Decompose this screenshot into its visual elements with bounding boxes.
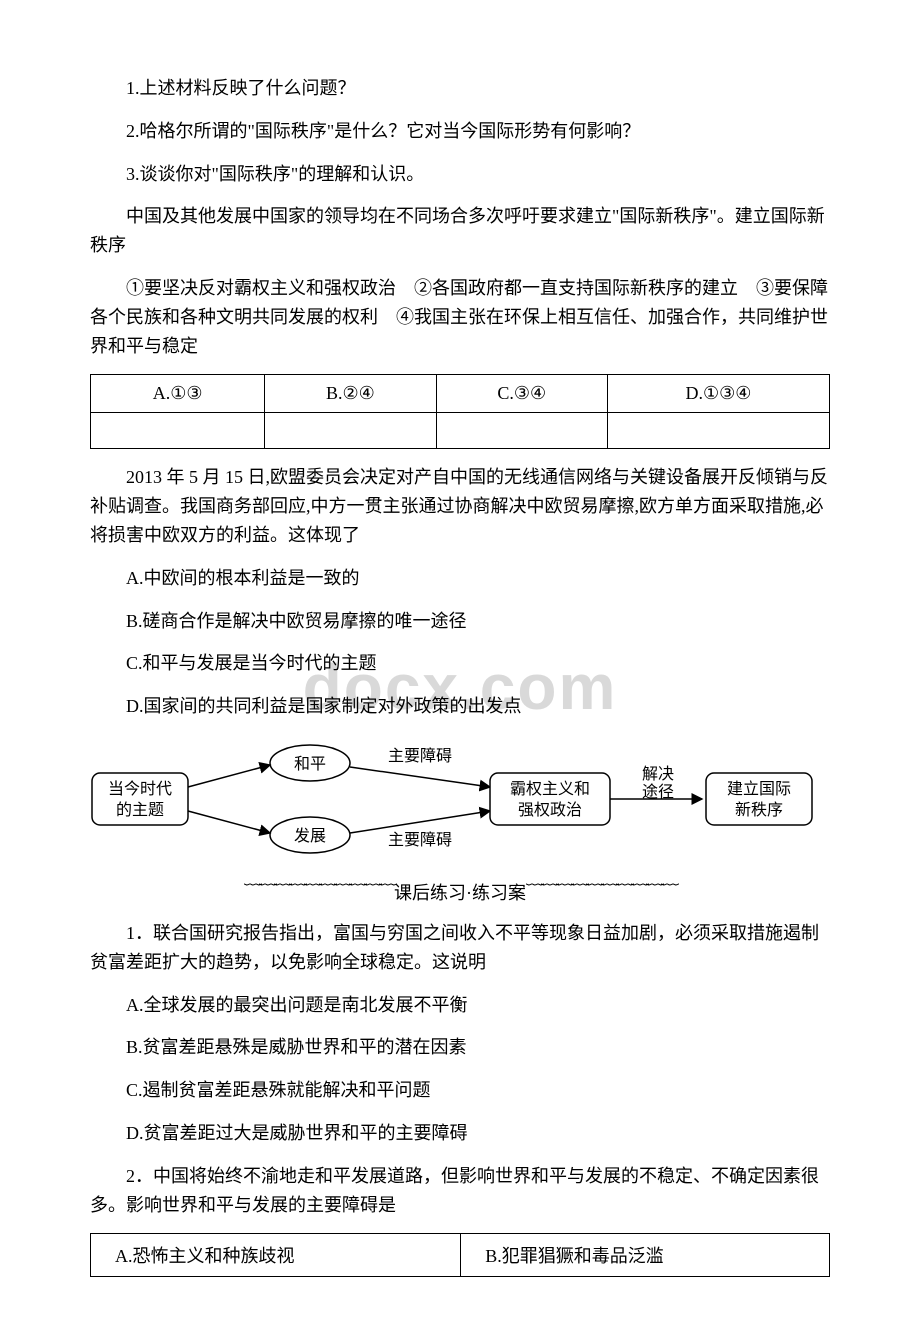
svg-text:霸权主义和: 霸权主义和 xyxy=(510,780,590,798)
mc2-option-c: C.和平与发展是当今时代的主题 xyxy=(90,649,830,678)
empty-cell xyxy=(91,413,265,449)
question-1: 1.上述材料反映了什么问题？ xyxy=(90,74,830,103)
svg-text:的主题: 的主题 xyxy=(116,801,164,819)
section-divider: ﹋﹋﹋﹋﹋﹋﹋﹋﹋﹋课后练习·练习案﹋﹋﹋﹋﹋﹋﹋﹋﹋﹋ xyxy=(90,879,830,905)
post-q2-b: B.犯罪猖獗和毒品泛滥 xyxy=(461,1234,830,1277)
table-row xyxy=(91,413,830,449)
post-q2-table: A.恐怖主义和种族歧视 B.犯罪猖獗和毒品泛滥 xyxy=(90,1233,830,1277)
post-q2-stem: 2．中国将始终不渝地走和平发展道路，但影响世界和平与发展的不稳定、不确定因素很多… xyxy=(90,1162,830,1220)
mc1-options-table: A.①③ B.②④ C.③④ D.①③④ xyxy=(90,374,830,449)
mc2-option-a: A.中欧间的根本利益是一致的 xyxy=(90,564,830,593)
svg-text:发展: 发展 xyxy=(294,827,326,845)
svg-text:主要障碍: 主要障碍 xyxy=(388,831,452,849)
svg-text:途径: 途径 xyxy=(642,783,674,801)
mc2-option-d: D.国家间的共同利益是国家制定对外政策的出发点 xyxy=(90,692,830,721)
mc1-option-d: D.①③④ xyxy=(607,375,829,413)
table-row: A.①③ B.②④ C.③④ D.①③④ xyxy=(91,375,830,413)
empty-cell xyxy=(436,413,607,449)
mc1-option-b: B.②④ xyxy=(265,375,436,413)
post-q1-a: A.全球发展的最突出问题是南北发展不平衡 xyxy=(90,991,830,1020)
question-2: 2.哈格尔所谓的"国际秩序"是什么？它对当今国际形势有何影响？ xyxy=(90,117,830,146)
empty-cell xyxy=(607,413,829,449)
table-row: A.恐怖主义和种族歧视 B.犯罪猖獗和毒品泛滥 xyxy=(91,1234,830,1277)
wave-right: ﹋﹋﹋﹋﹋﹋﹋﹋﹋﹋ xyxy=(526,883,676,903)
svg-text:解决: 解决 xyxy=(642,765,674,783)
document-content: 1.上述材料反映了什么问题？ 2.哈格尔所谓的"国际秩序"是什么？它对当今国际形… xyxy=(90,74,830,1277)
svg-text:强权政治: 强权政治 xyxy=(518,801,582,819)
mc2-stem: 2013 年 5 月 15 日,欧盟委员会决定对产自中国的无线通信网络与关键设备… xyxy=(90,463,830,549)
svg-text:建立国际: 建立国际 xyxy=(727,780,791,798)
svg-text:和平: 和平 xyxy=(294,755,326,773)
wave-left: ﹋﹋﹋﹋﹋﹋﹋﹋﹋﹋ xyxy=(244,883,394,903)
empty-cell xyxy=(265,413,436,449)
mc1-option-a: A.①③ xyxy=(91,375,265,413)
mc2-option-b: B.磋商合作是解决中欧贸易摩擦的唯一途径 xyxy=(90,607,830,636)
post-q1-stem: 1．联合国研究报告指出，富国与穷国之间收入不平等现象日益加剧，必须采取措施遏制贫… xyxy=(90,919,830,977)
mc1-stem-p2: ①要坚决反对霸权主义和强权政治 ②各国政府都一直支持国际新秩序的建立 ③要保障各… xyxy=(90,274,830,360)
svg-text:当今时代: 当今时代 xyxy=(108,780,172,798)
svg-text:主要障碍: 主要障碍 xyxy=(388,747,452,765)
post-q2-a: A.恐怖主义和种族歧视 xyxy=(91,1234,461,1277)
mc1-option-c: C.③④ xyxy=(436,375,607,413)
post-q1-c: C.遏制贫富差距悬殊就能解决和平问题 xyxy=(90,1076,830,1105)
question-3: 3.谈谈你对"国际秩序"的理解和认识。 xyxy=(90,160,830,189)
post-q1-d: D.贫富差距过大是威胁世界和平的主要障碍 xyxy=(90,1119,830,1148)
concept-diagram: 当今时代 的主题 和平 发展 主要障碍 主要障碍 霸权主义和 强权政治 解决 途… xyxy=(90,739,830,859)
section-title: 课后练习·练习案 xyxy=(394,883,526,903)
mc1-stem-p1: 中国及其他发展中国家的领导均在不同场合多次呼吁要求建立"国际新秩序"。建立国际新… xyxy=(90,202,830,260)
svg-text:新秩序: 新秩序 xyxy=(735,801,783,819)
post-q1-b: B.贫富差距悬殊是威胁世界和平的潜在因素 xyxy=(90,1033,830,1062)
